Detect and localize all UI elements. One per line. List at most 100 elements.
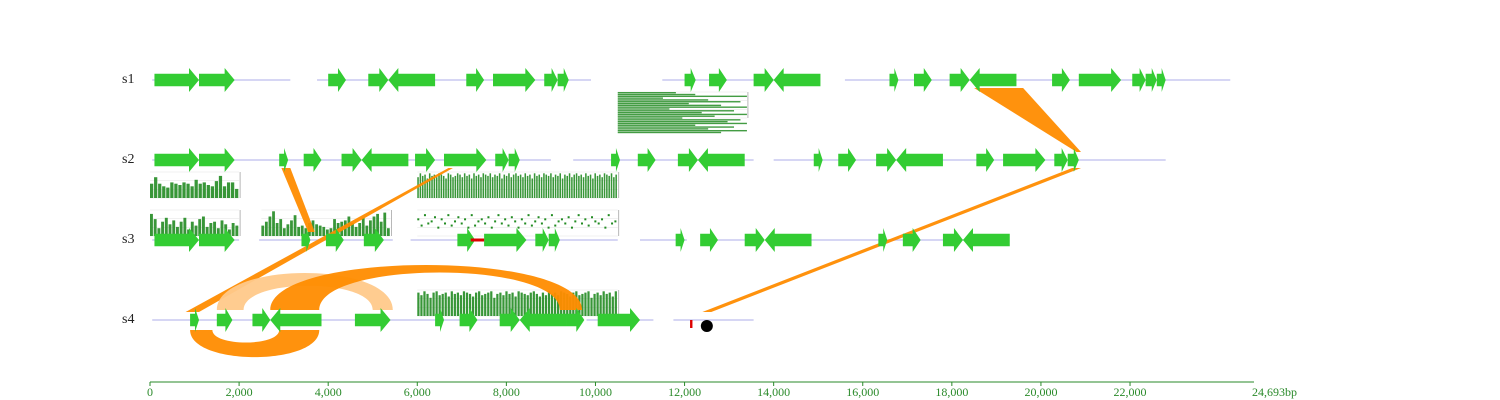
histogram-bar xyxy=(369,220,372,236)
axis-tick-label: 0 xyxy=(147,385,153,399)
histogram-bar xyxy=(496,293,499,316)
marker-layer xyxy=(470,238,713,332)
track-label: s4 xyxy=(122,312,134,327)
histogram-bar xyxy=(164,217,168,236)
histogram-bar xyxy=(573,174,575,198)
histogram-bar xyxy=(582,177,585,198)
histogram-bar xyxy=(202,182,206,198)
histogram-bar xyxy=(610,173,613,198)
position-axis: 0 2,000 4,000 6,000 8,000 10,000 12,000 14,000 1… xyxy=(147,381,1297,399)
histogram-bar xyxy=(218,175,223,198)
histogram-bar xyxy=(462,291,466,316)
gene-arrow xyxy=(341,148,362,172)
gene-arrow xyxy=(1054,148,1068,172)
gene-arrow xyxy=(949,68,970,92)
gene-arrow xyxy=(889,68,899,92)
scatter-point xyxy=(437,226,440,229)
histogram-bar xyxy=(459,174,461,198)
histogram-bar xyxy=(596,175,599,198)
gene-arrow xyxy=(896,148,943,172)
track-label: s3 xyxy=(122,232,134,247)
histogram-bar xyxy=(499,292,502,316)
scatter-point xyxy=(611,222,614,225)
gene-arrow xyxy=(557,68,569,92)
histogram-bar xyxy=(213,221,217,236)
gene-arrow xyxy=(328,68,347,92)
scatter-point xyxy=(560,218,563,221)
histogram-bar xyxy=(517,175,520,198)
histogram-bar xyxy=(494,174,496,198)
gene-arrow xyxy=(675,228,685,252)
histogram-bar xyxy=(608,175,610,198)
histogram-bar xyxy=(533,173,536,198)
histogram-bar xyxy=(511,292,514,316)
gene-arrow xyxy=(1132,68,1146,92)
histogram-bar xyxy=(264,221,268,236)
histogram-bar xyxy=(293,215,297,236)
scatter-point xyxy=(423,214,426,217)
scatter-point xyxy=(594,220,597,223)
scatter-point xyxy=(507,224,510,227)
horizontal-bar xyxy=(617,106,747,108)
histogram-bar xyxy=(589,174,592,198)
histogram-bar xyxy=(279,219,283,236)
histogram-bar xyxy=(508,173,510,198)
scatter-point xyxy=(494,220,497,223)
axis-tick-label: 12,000 xyxy=(668,385,701,399)
histogram-bar xyxy=(209,223,213,236)
horizontal-bar xyxy=(617,128,709,130)
gene-arrow xyxy=(444,148,487,172)
axis-tick-label: 4,000 xyxy=(315,385,342,399)
scatter-point xyxy=(460,222,463,225)
histogram-bar xyxy=(517,291,520,316)
gene-arrow xyxy=(962,228,1010,252)
scatter-point xyxy=(447,214,450,217)
gene-arrow xyxy=(709,68,727,92)
gene-arrow xyxy=(677,148,698,172)
histogram-bar xyxy=(441,293,444,316)
hist-plot xyxy=(150,209,241,237)
histogram-bar xyxy=(523,293,526,316)
gene-arrow xyxy=(548,228,560,252)
histogram-bar xyxy=(519,174,522,198)
gene-arrow xyxy=(1156,68,1166,92)
hbars-plot xyxy=(617,91,749,134)
histogram-bar xyxy=(575,173,578,198)
histogram-bar xyxy=(614,291,617,316)
histogram-bar xyxy=(194,179,198,198)
histogram-bar xyxy=(599,174,601,198)
scatter-point xyxy=(607,214,610,217)
histogram-bar xyxy=(613,177,615,198)
histogram-bar xyxy=(372,216,376,236)
gene-arrow xyxy=(813,148,823,172)
gene-arrow xyxy=(301,228,311,252)
histogram-bar xyxy=(365,225,369,236)
scatter-point xyxy=(554,224,557,227)
histogram-bar xyxy=(333,219,336,236)
histogram-bar xyxy=(484,174,487,198)
histogram-bar xyxy=(444,292,447,316)
horizontal-bar xyxy=(617,97,663,99)
gene-arrow xyxy=(637,148,656,172)
scatter-point xyxy=(530,224,533,227)
gene-arrow xyxy=(838,148,857,172)
histogram-bar xyxy=(568,173,571,198)
histogram-bar xyxy=(438,173,440,198)
gene-arrow xyxy=(415,148,436,172)
histogram-bar xyxy=(550,293,554,316)
histogram-bar xyxy=(445,178,447,198)
histogram-bar xyxy=(447,296,450,316)
scatter-point xyxy=(420,224,423,227)
scatter-point xyxy=(514,220,517,223)
histogram-bar xyxy=(450,291,453,316)
histogram-bar xyxy=(496,175,499,198)
axis-tick-label: 18,000 xyxy=(935,385,968,399)
histogram-bar xyxy=(150,183,154,198)
gene-arrow xyxy=(190,308,200,332)
histogram-bar xyxy=(379,221,383,236)
histogram-bar xyxy=(561,178,564,198)
horizontal-bar xyxy=(617,99,709,101)
histogram-bar xyxy=(174,183,178,198)
horizontal-bar xyxy=(617,122,747,125)
horizontal-bar xyxy=(617,95,747,98)
